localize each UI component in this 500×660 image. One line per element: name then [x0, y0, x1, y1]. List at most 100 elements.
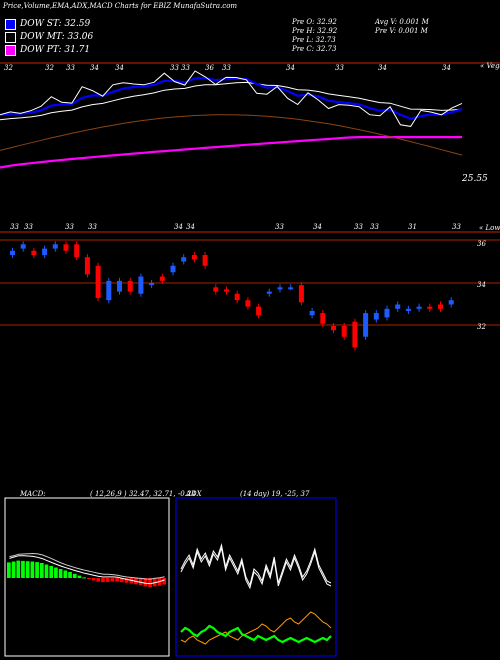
bottom-volume-label: 33	[88, 223, 97, 231]
candle-body	[191, 255, 197, 260]
price-line	[0, 70, 463, 127]
macd-bar	[91, 578, 96, 581]
candle-body	[363, 313, 369, 337]
legend-dow-mt: DOW MT: 33.06	[5, 31, 93, 43]
top-volume-label: 33	[335, 64, 344, 72]
macd-line	[9, 552, 165, 580]
candle-body	[448, 300, 454, 305]
bottom-volume-label: 34	[186, 223, 195, 231]
macd-label: MACD:	[20, 490, 46, 498]
candle-body	[84, 257, 90, 275]
chart-title: Price,Volume,EMA,ADX,MACD Charts for EBI…	[3, 2, 238, 10]
top-volume-label: 33	[66, 64, 75, 72]
stat-pre-volume: Pre V: 0.001 M	[375, 27, 428, 35]
macd-bar	[82, 577, 86, 579]
candle-body	[373, 313, 379, 320]
legend-label-pt: DOW PT: 31.71	[20, 45, 91, 55]
macd-bar	[63, 570, 68, 578]
macd-bar	[30, 561, 35, 578]
stat-avg-volume: Avg V: 0.001 M	[375, 18, 429, 26]
legend-dow-pt: DOW PT: 31.71	[5, 44, 90, 56]
top-volume-label: 34	[442, 64, 451, 72]
price-label-36: 36	[477, 240, 486, 248]
macd-bar	[11, 561, 16, 578]
ema-lines	[0, 70, 463, 169]
macd-bar	[54, 567, 58, 578]
macd-bar	[35, 562, 39, 578]
legend-dow-st: DOW ST: 32.59	[5, 18, 90, 30]
macd-params: ( 12,26,9 ) 32.47, 32.71, -0.24	[90, 490, 196, 498]
candle-body	[427, 306, 433, 309]
ema-right-label-top: « Vega	[480, 62, 500, 70]
adx-line	[180, 543, 332, 587]
macd-bar	[110, 578, 115, 582]
candle-body	[395, 304, 401, 309]
macd-bar	[58, 569, 63, 578]
bottom-volume-label: 34	[313, 223, 322, 231]
candle-body	[106, 280, 112, 301]
candle-body	[74, 244, 80, 258]
macd-bar	[105, 578, 110, 582]
candle-body	[320, 313, 326, 324]
adx-lines	[180, 543, 332, 645]
top-volume-label: 32	[4, 64, 13, 72]
candle-body	[63, 244, 69, 251]
adx-panel	[175, 497, 337, 657]
top-volume-label: 36	[205, 64, 214, 72]
candle-body	[52, 244, 58, 249]
candle-body	[202, 255, 208, 266]
candle-body	[10, 250, 15, 256]
minus-di-line	[180, 611, 332, 645]
macd-bar	[119, 578, 124, 583]
candle-body	[224, 289, 229, 292]
bottom-volume-label: 33	[65, 223, 74, 231]
macd-bar	[143, 578, 148, 587]
bottom-volume-label: 33	[452, 223, 461, 231]
ema-short-line	[0, 76, 463, 120]
adx-params: (14 day) 19, -25, 37	[240, 490, 310, 498]
bottom-volume-label: 33	[275, 223, 284, 231]
bottom-volume-label: 33	[10, 223, 19, 231]
candle-body	[31, 250, 37, 256]
stat-pre-close: Pre C: 32.73	[292, 45, 337, 53]
candle-body	[309, 310, 315, 316]
candle-body	[234, 293, 240, 301]
candle-body	[42, 248, 48, 256]
stat-pre-open: Pre O: 32.92	[292, 18, 337, 26]
macd-bar	[25, 561, 30, 578]
candle-body	[384, 308, 390, 318]
ema-long-line	[0, 114, 463, 156]
macd-signal-line	[9, 555, 165, 585]
candle-body	[20, 244, 26, 249]
macd-bar	[162, 578, 166, 585]
top-volume-label: 34	[90, 64, 99, 72]
candle-body	[331, 326, 336, 331]
macd-bar	[138, 578, 143, 586]
top-volume-label: 33	[181, 64, 190, 72]
legend-swatch-pt	[5, 44, 16, 56]
ema-pt-line	[0, 136, 462, 169]
stat-pre-low: Pre L: 32.73	[292, 36, 336, 44]
macd-bar	[44, 564, 49, 578]
macd-histogram	[7, 552, 166, 587]
candlesticks	[10, 241, 454, 351]
macd-panel	[4, 497, 170, 657]
macd-bar	[87, 578, 91, 579]
candle-body	[127, 280, 133, 292]
macd-bar	[16, 560, 21, 578]
candle-body	[277, 287, 283, 290]
candle-body	[117, 280, 122, 292]
candle-body	[181, 257, 187, 262]
top-volume-label: 33	[222, 64, 231, 72]
candle-body	[256, 306, 262, 316]
candle-body	[298, 285, 304, 303]
bottom-volume-label: 31	[408, 223, 417, 231]
top-volume-label: 34	[378, 64, 387, 72]
legend-swatch-mt	[5, 31, 16, 43]
ema-last-value: 25.55	[462, 174, 488, 184]
macd-bar	[148, 578, 152, 587]
candle-body	[245, 300, 251, 307]
adx-line-2	[180, 546, 332, 590]
macd-bar	[39, 563, 44, 578]
